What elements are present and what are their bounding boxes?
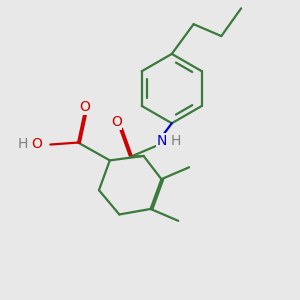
Text: N: N — [157, 134, 167, 148]
Text: O: O — [31, 136, 42, 151]
Text: O: O — [111, 115, 122, 129]
Text: H: H — [17, 136, 28, 151]
Text: O: O — [80, 100, 91, 114]
Text: H: H — [171, 134, 181, 148]
